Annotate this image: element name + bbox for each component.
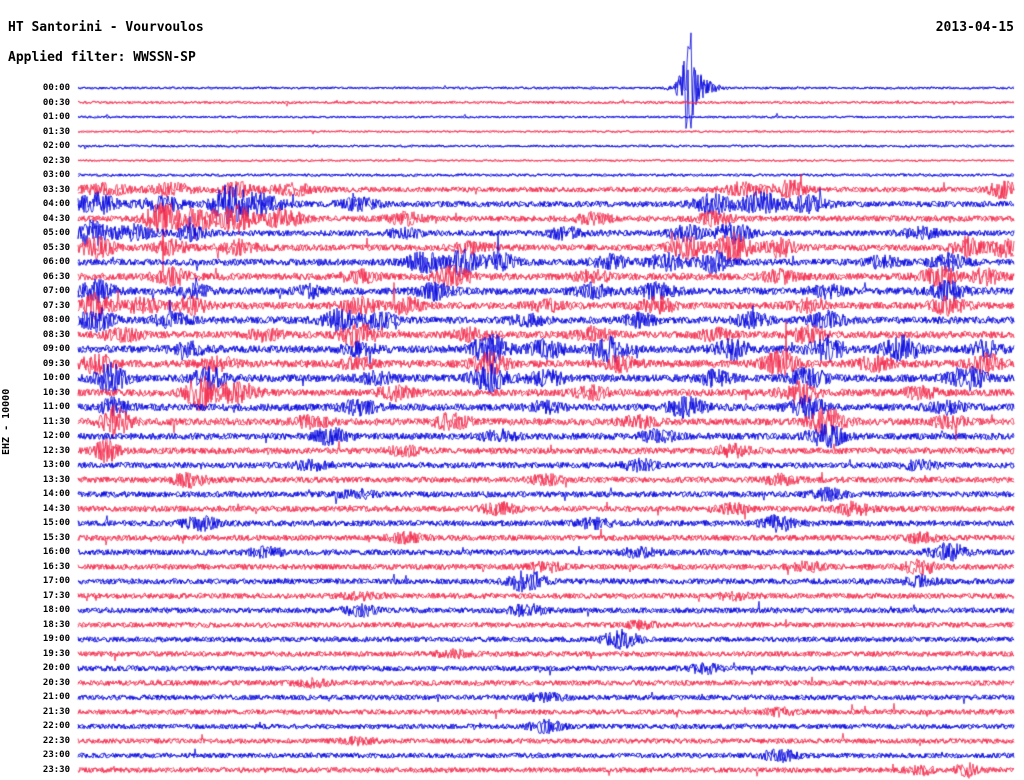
trace-time-label: 20:30 — [42, 677, 70, 688]
trace-time-label: 23:30 — [42, 765, 70, 775]
trace-time-label: 15:30 — [42, 532, 70, 543]
trace-time-label: 11:00 — [42, 402, 70, 413]
trace-time-label: 07:00 — [42, 286, 70, 297]
trace-time-label: 15:00 — [42, 518, 70, 529]
trace-time-label: 11:30 — [42, 416, 70, 427]
trace-time-label: 20:00 — [42, 663, 70, 674]
trace-time-label: 05:30 — [42, 242, 70, 253]
trace-time-label: 05:00 — [42, 228, 70, 239]
time-axis: 00:00 00:30 01:00 01:30 02:00 02:30 03:00 03:30… — [0, 0, 72, 780]
trace-time-label: 18:30 — [42, 619, 70, 630]
trace-time-label: 00:00 — [42, 83, 70, 93]
trace-time-label: 02:00 — [42, 141, 70, 152]
trace-time-label: 04:00 — [42, 199, 70, 210]
trace-time-label: 17:30 — [42, 590, 70, 601]
station-title: HT Santorini - Vourvoulos — [8, 20, 204, 35]
trace-time-label: 13:30 — [42, 474, 70, 485]
trace-time-label: 21:30 — [42, 706, 70, 717]
trace-time-label: 07:30 — [42, 300, 70, 311]
trace-time-label: 14:30 — [42, 503, 70, 514]
trace-time-label: 01:30 — [42, 126, 70, 137]
trace-time-label: 21:00 — [42, 692, 70, 703]
trace-time-label: 12:30 — [42, 445, 70, 456]
trace-time-label: 22:00 — [42, 721, 70, 732]
trace-time-label: 04:30 — [42, 213, 70, 224]
trace-time-label: 22:30 — [42, 735, 70, 746]
trace-time-label: 06:30 — [42, 271, 70, 282]
date-label: 2013-04-15 — [935, 20, 1014, 35]
trace-time-label: 16:30 — [42, 561, 70, 572]
trace-time-label: 06:00 — [42, 257, 70, 268]
trace-time-label: 12:00 — [42, 431, 70, 442]
trace-time-label: 13:00 — [42, 460, 70, 471]
trace-time-label: 19:30 — [42, 648, 70, 659]
trace-time-label: 10:00 — [42, 373, 70, 384]
trace-time-label: 09:00 — [42, 344, 70, 355]
trace-time-label: 14:00 — [42, 489, 70, 500]
trace-time-label: 00:30 — [42, 97, 70, 108]
filter-label: Applied filter: WWSSN-SP — [8, 50, 196, 65]
trace-time-label: 03:00 — [42, 170, 70, 181]
trace-time-label: 19:00 — [42, 634, 70, 645]
trace-time-label: 17:00 — [42, 576, 70, 587]
trace-time-label: 18:00 — [42, 605, 70, 616]
trace-time-label: 03:30 — [42, 184, 70, 195]
trace-time-label: 09:30 — [42, 358, 70, 369]
trace-time-label: 08:00 — [42, 315, 70, 326]
trace-time-label: 16:00 — [42, 547, 70, 558]
trace-time-label: 23:00 — [42, 750, 70, 761]
trace-time-label: 01:00 — [42, 112, 70, 123]
trace-time-label: 10:30 — [42, 387, 70, 398]
trace-time-label: 08:30 — [42, 329, 70, 340]
trace-time-label: 02:30 — [42, 155, 70, 166]
